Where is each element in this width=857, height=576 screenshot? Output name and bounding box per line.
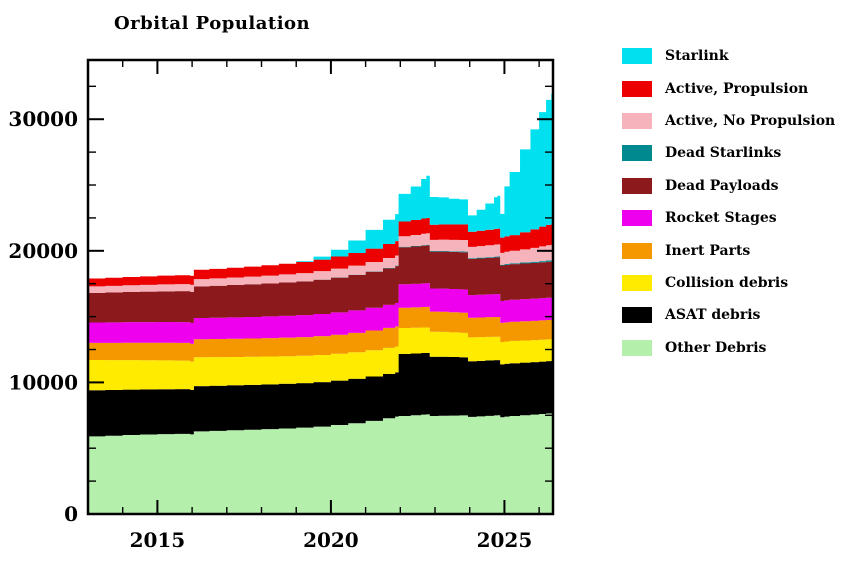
- legend-swatch-dead-starlinks: [622, 145, 652, 162]
- legend-item-dead-starlinks: Dead Starlinks: [622, 137, 835, 169]
- x-tick-label: 2020: [303, 528, 359, 552]
- series-area-active-no-propulsion: [88, 233, 553, 293]
- x-tick-label: 2015: [130, 528, 186, 552]
- legend-swatch-active-propulsion: [622, 80, 652, 97]
- legend-item-label: Inert Parts: [665, 242, 751, 259]
- legend-swatch-other-debris: [622, 339, 652, 356]
- legend-item-label: Active, Propulsion: [665, 80, 809, 97]
- legend-item-label: Other Debris: [665, 339, 767, 356]
- y-tick-label: 10000: [8, 370, 78, 394]
- chart-title: Orbital Population: [114, 13, 311, 34]
- legend-swatch-inert-parts: [622, 242, 652, 259]
- series-area-other-debris: [88, 413, 553, 514]
- legend-swatch-rocket-stages: [622, 210, 652, 227]
- legend-item-label: Rocket Stages: [665, 210, 777, 227]
- series-area-rocket-stages: [88, 283, 553, 344]
- series-area-collision-debris: [88, 327, 553, 391]
- legend-item-label: Active, No Propulsion: [665, 112, 836, 129]
- legend-swatch-dead-payloads: [622, 177, 652, 194]
- series-area-active-propulsion: [88, 217, 553, 287]
- legend-item-label: ASAT debris: [665, 307, 761, 324]
- legend-swatch-active-no-propulsion: [622, 112, 652, 129]
- legend-item-label: Collision debris: [665, 274, 789, 291]
- legend-item-asat-debris: ASAT debris: [622, 299, 835, 331]
- legend-item-dead-payloads: Dead Payloads: [622, 170, 835, 202]
- legend-item-label: Dead Payloads: [665, 177, 779, 194]
- legend-item-label: Dead Starlinks: [665, 145, 782, 162]
- series-area-asat-debris: [88, 352, 553, 437]
- legend-item-label: Starlink: [665, 48, 729, 65]
- legend-item-rocket-stages: Rocket Stages: [622, 202, 835, 234]
- legend-item-other-debris: Other Debris: [622, 332, 835, 364]
- plot-frame: [86, 58, 555, 516]
- x-tick-label: 2025: [477, 528, 533, 552]
- legend-swatch-starlink: [622, 48, 652, 65]
- legend-item-active-no-propulsion: Active, No Propulsion: [622, 105, 835, 137]
- legend-item-active-propulsion: Active, Propulsion: [622, 72, 835, 104]
- y-tick-label: 20000: [8, 239, 78, 263]
- legend-item-starlink: Starlink: [622, 40, 835, 72]
- legend-swatch-collision-debris: [622, 274, 652, 291]
- legend-swatch-asat-debris: [622, 307, 652, 324]
- series-area-inert-parts: [88, 306, 553, 362]
- y-tick-label: 30000: [8, 107, 78, 131]
- y-tick-label: 0: [64, 502, 78, 526]
- legend-item-collision-debris: Collision debris: [622, 267, 835, 299]
- legend: Starlink Active, Propulsion Active, No Pro…: [622, 40, 835, 364]
- legend-item-inert-parts: Inert Parts: [622, 234, 835, 266]
- series-area-dead-payloads: [88, 245, 553, 324]
